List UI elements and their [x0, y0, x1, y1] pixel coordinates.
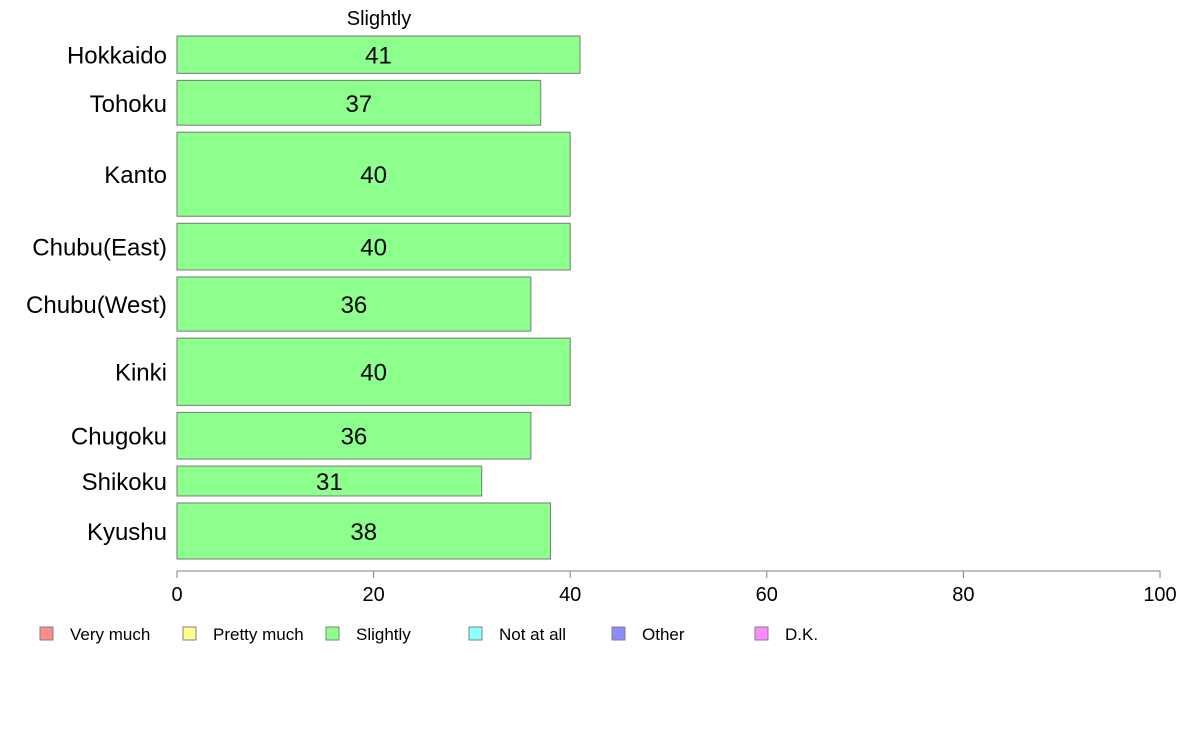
legend-swatch: [182, 626, 197, 641]
bar-value-label: 40: [360, 360, 387, 387]
bar-kyushu: [176, 502, 552, 560]
legend-swatch: [325, 626, 340, 641]
category-label: Kinki: [115, 360, 167, 387]
panel-title: Slightly: [347, 8, 411, 30]
bar-chubu-east: [176, 222, 571, 271]
x-tick-label: 60: [756, 584, 778, 606]
category-label: Kanto: [104, 162, 167, 189]
bar-chubu-west: [176, 276, 532, 332]
legend: Very much Pretty much Slightly Not at all Ot…: [39, 625, 818, 644]
bar-hokkaido: [176, 35, 581, 74]
x-tick-label: 0: [171, 584, 182, 606]
category-label: Kyushu: [87, 519, 167, 546]
category-label: Hokkaido: [67, 43, 167, 70]
x-tick-label: 80: [952, 584, 974, 606]
bar-chugoku: [176, 411, 532, 460]
legend-label: Other: [642, 625, 685, 644]
legend-label: Very much: [70, 625, 150, 644]
bar-value-label: 38: [350, 519, 377, 546]
bar-value-label: 41: [365, 43, 392, 70]
bar-value-label: 37: [346, 91, 373, 118]
legend-swatch: [754, 626, 769, 641]
bar-value-label: 36: [341, 424, 368, 451]
bar-value-label: 36: [341, 292, 368, 319]
bar-value-label: 40: [360, 235, 387, 262]
bar-value-label: 40: [360, 162, 387, 189]
x-axis: 0 20 40 60 80 100: [171, 570, 1177, 606]
category-label: Chugoku: [71, 424, 167, 451]
legend-label: Slightly: [356, 625, 411, 644]
bar-value-label: 31: [316, 469, 343, 496]
legend-label: Not at all: [499, 625, 566, 644]
x-tick-label: 100: [1143, 584, 1176, 606]
legend-label: Pretty much: [213, 625, 304, 644]
category-label: Shikoku: [82, 469, 167, 496]
x-tick-label: 20: [362, 584, 384, 606]
legend-swatch: [468, 626, 483, 641]
bar-tohoku: [176, 79, 542, 126]
x-tick-label: 40: [559, 584, 581, 606]
legend-swatch: [611, 626, 626, 641]
legend-label: D.K.: [785, 625, 818, 644]
bar-kanto: [176, 131, 571, 217]
bar-kinki: [176, 337, 571, 406]
legend-swatch: [39, 626, 54, 641]
bar-shikoku: [176, 465, 483, 497]
bars-group: 41 Hokkaido 37 Tohoku 40 Kanto 40 Chubu(East) 36…: [26, 35, 581, 560]
category-label: Chubu(East): [32, 235, 167, 262]
category-label: Chubu(West): [26, 292, 167, 319]
category-label: Tohoku: [90, 91, 167, 118]
